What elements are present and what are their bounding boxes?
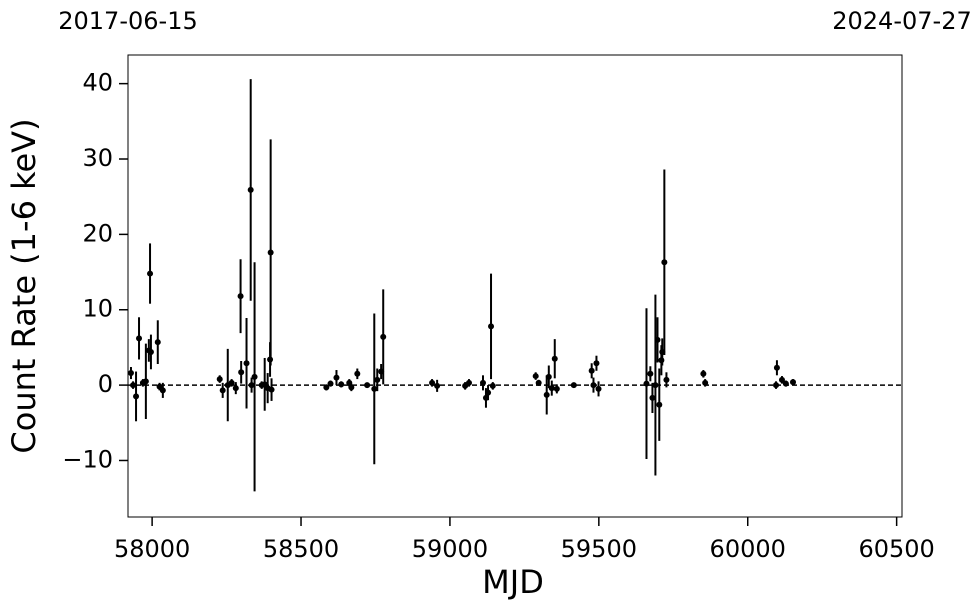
data-point <box>702 379 709 386</box>
data-point <box>243 360 250 367</box>
data-point <box>232 385 239 392</box>
data-point <box>371 385 378 392</box>
data-point <box>237 293 244 300</box>
data-point <box>593 360 600 367</box>
data-point <box>656 401 663 408</box>
data-point <box>647 370 654 377</box>
x-tick-label: 58500 <box>263 535 339 563</box>
data-point <box>333 374 340 381</box>
data-point <box>364 382 371 389</box>
data-point <box>661 259 668 266</box>
data-point <box>267 356 274 363</box>
data-point <box>532 373 539 380</box>
data-point <box>700 370 707 377</box>
data-point <box>159 387 166 394</box>
data-point <box>154 339 161 346</box>
x-tick-label: 59000 <box>412 535 488 563</box>
data-point <box>479 379 486 386</box>
y-tick-label: 0 <box>98 370 113 398</box>
data-point <box>219 387 226 394</box>
data-point <box>465 379 472 386</box>
data-point <box>485 389 492 396</box>
data-point <box>489 382 496 389</box>
data-point <box>790 379 797 386</box>
data-point <box>374 376 381 383</box>
data-point <box>434 382 441 389</box>
y-tick-label: 40 <box>82 69 113 97</box>
data-point <box>543 391 550 398</box>
data-point <box>595 385 602 392</box>
data-point <box>570 382 577 389</box>
data-point <box>127 370 134 377</box>
data-point <box>643 380 650 387</box>
data-point <box>216 376 223 383</box>
data-point <box>663 376 670 383</box>
data-point <box>354 370 361 377</box>
y-tick-label: 30 <box>82 144 113 172</box>
data-point <box>147 270 154 277</box>
data-point <box>248 382 255 389</box>
data-point <box>323 384 330 391</box>
plot-frame <box>127 54 903 518</box>
data-point <box>238 369 245 376</box>
data-point <box>142 378 149 385</box>
data-point <box>247 186 254 193</box>
data-point <box>130 382 137 389</box>
top-date-label: 2024-07-27 <box>832 7 971 35</box>
data-point <box>268 386 275 393</box>
data-point <box>654 336 661 343</box>
data-point <box>251 373 258 380</box>
x-tick-label: 60500 <box>858 535 934 563</box>
data-point <box>488 323 495 330</box>
x-tick-label: 58000 <box>114 535 190 563</box>
top-date-label: 2017-06-15 <box>58 7 197 35</box>
data-point <box>649 394 656 401</box>
data-point <box>782 380 789 387</box>
data-point <box>773 364 780 371</box>
y-tick-label: 20 <box>82 219 113 247</box>
data-point <box>327 380 334 387</box>
data-point <box>652 382 659 389</box>
data-point <box>535 379 542 386</box>
data-point <box>380 333 387 340</box>
x-tick-label: 60000 <box>710 535 786 563</box>
data-point <box>136 335 143 342</box>
y-tick-label: 10 <box>82 295 113 323</box>
data-point <box>228 379 235 386</box>
x-tick-label: 59500 <box>561 535 637 563</box>
data-point <box>553 385 560 392</box>
data-point <box>588 367 595 374</box>
data-point <box>551 355 558 362</box>
data-point <box>548 385 555 392</box>
y-tick-label: −10 <box>62 445 113 473</box>
data-point <box>545 373 552 380</box>
data-point <box>773 382 780 389</box>
data-point <box>778 376 785 383</box>
x-axis-label: MJD <box>482 563 544 601</box>
data-point <box>429 379 436 386</box>
data-point <box>338 381 345 388</box>
data-point <box>348 384 355 391</box>
y-axis-label: Count Rate (1-6 keV) <box>5 118 43 453</box>
data-point <box>590 382 597 389</box>
data-point <box>147 348 154 355</box>
data-point <box>267 249 274 256</box>
data-point <box>133 393 140 400</box>
